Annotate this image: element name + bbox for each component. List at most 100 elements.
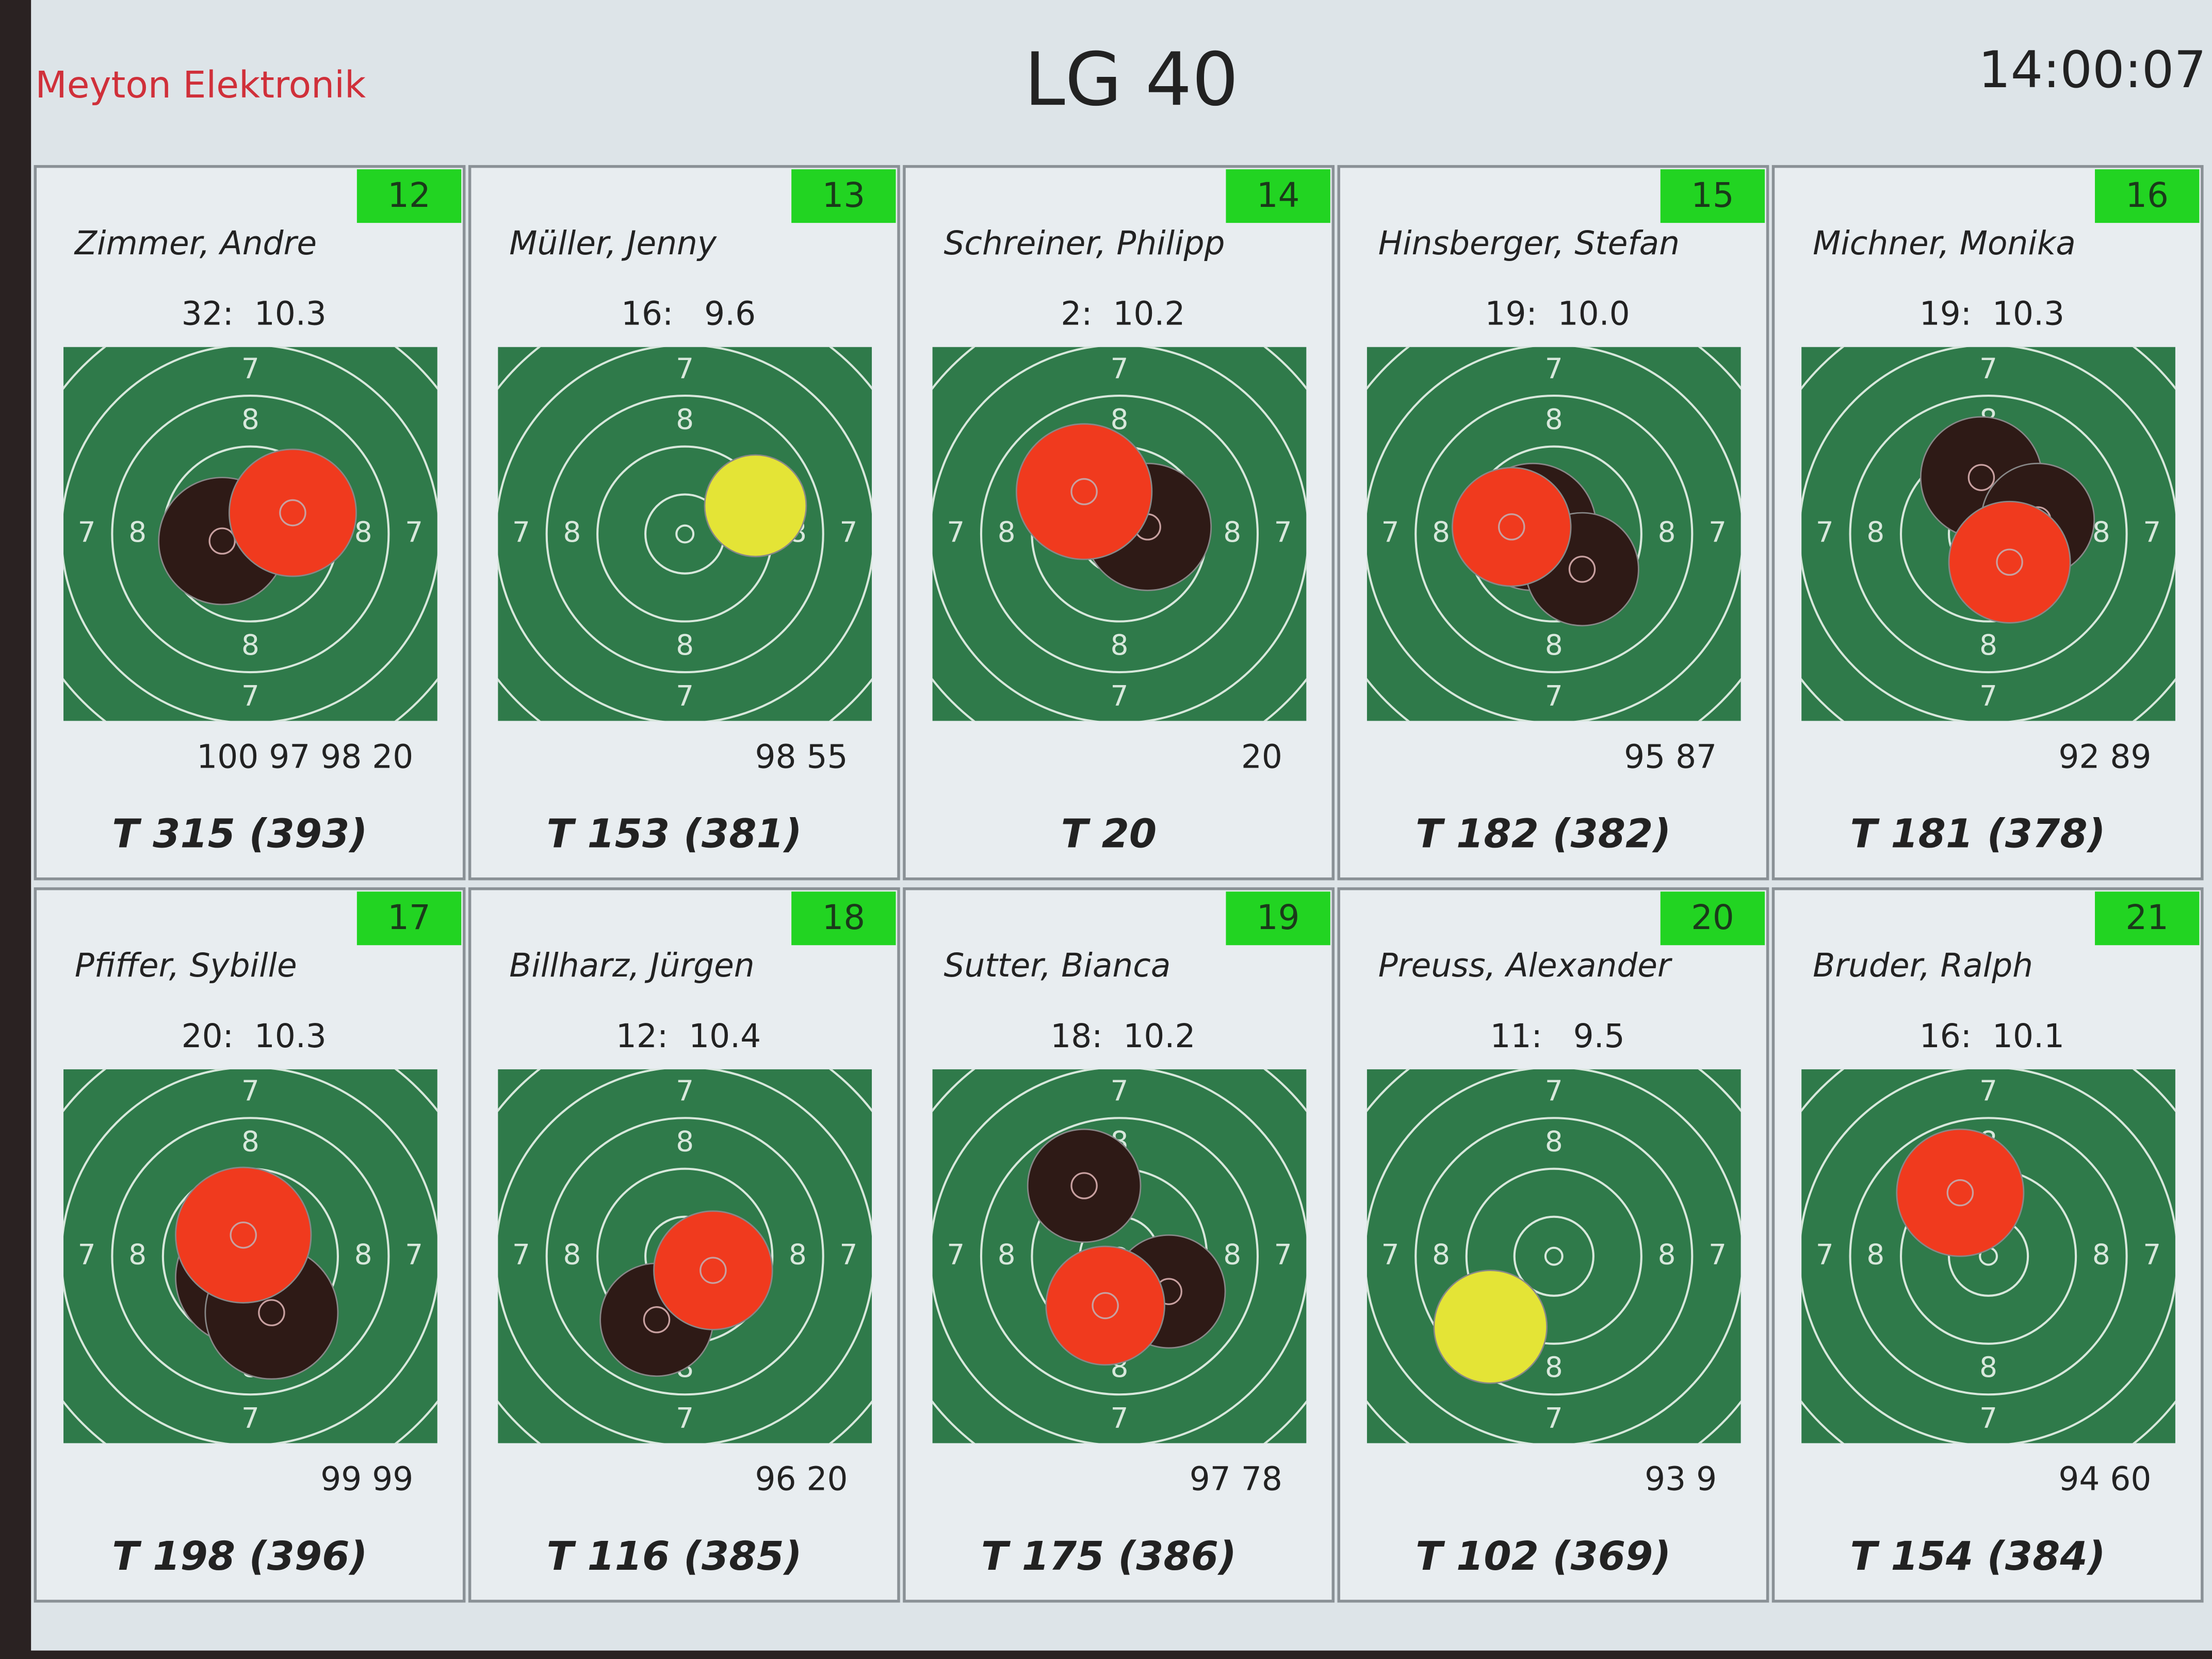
ring-label: 7 bbox=[241, 352, 259, 385]
ring bbox=[111, 395, 390, 674]
shooter-name: Schreiner, Philipp bbox=[944, 224, 1225, 262]
ring bbox=[980, 395, 1259, 674]
lane-badge bbox=[1226, 169, 1330, 223]
ring bbox=[1849, 395, 2128, 674]
series-scores: 20 bbox=[1241, 738, 1282, 775]
lane-badge bbox=[2095, 169, 2200, 223]
ring-label: 8 bbox=[1866, 1238, 1884, 1271]
ring bbox=[111, 1117, 390, 1396]
ring-label: 7 bbox=[405, 515, 423, 548]
ring-label: 7 bbox=[1111, 352, 1129, 385]
total-score: T 198 (396) bbox=[112, 1534, 367, 1580]
last-shot: 32: 10.3 bbox=[182, 295, 327, 333]
shot-center bbox=[1996, 548, 2023, 576]
lane-badge bbox=[1660, 891, 1765, 946]
ring bbox=[675, 524, 695, 544]
ring-label: 8 bbox=[1223, 1238, 1241, 1271]
last-shot: 16: 9.6 bbox=[621, 295, 756, 333]
ring-label: 7 bbox=[1979, 1402, 1997, 1435]
lane-number: 12 bbox=[387, 176, 431, 215]
lane-number: 18 bbox=[822, 898, 866, 937]
ring-label: 7 bbox=[512, 1238, 530, 1271]
lane-number: 19 bbox=[1257, 898, 1300, 937]
shot-center bbox=[1092, 1292, 1119, 1320]
series-scores: 99 99 bbox=[320, 1460, 413, 1498]
ring bbox=[1513, 1215, 1595, 1297]
last-shot: 2: 10.2 bbox=[1061, 295, 1185, 333]
ring-label: 7 bbox=[676, 679, 694, 712]
series-score: 92 bbox=[2058, 738, 2100, 775]
lane-number: 13 bbox=[822, 176, 866, 215]
ring-label: 8 bbox=[789, 1238, 807, 1271]
shot bbox=[704, 454, 807, 558]
ring bbox=[545, 395, 824, 674]
shooter-name: Sutter, Bianca bbox=[944, 947, 1171, 984]
series-scores: 97 78 bbox=[1190, 1460, 1282, 1498]
shot bbox=[1451, 467, 1572, 587]
shot bbox=[1027, 1128, 1142, 1243]
ring-label: 8 bbox=[1111, 628, 1129, 661]
last-shot: 20: 10.3 bbox=[182, 1017, 327, 1055]
ring bbox=[980, 1117, 1259, 1396]
lane-number: 14 bbox=[1257, 176, 1300, 215]
shot-center bbox=[1967, 464, 1995, 491]
target-bg bbox=[1367, 1069, 1741, 1443]
ring-label: 8 bbox=[563, 515, 581, 548]
ring-label: 7 bbox=[1381, 515, 1400, 548]
ring-label: 8 bbox=[354, 1238, 372, 1271]
series-score: 60 bbox=[2110, 1460, 2151, 1498]
series-scores: 95 87 bbox=[1624, 738, 1717, 775]
ring-label: 7 bbox=[1545, 679, 1563, 712]
shooter-name: Pfiffer, Sybille bbox=[75, 947, 297, 984]
ring-label: 7 bbox=[512, 515, 530, 548]
total-score: T 102 (369) bbox=[1416, 1534, 1671, 1580]
lane-badge bbox=[2095, 891, 2200, 946]
last-shot: 16: 10.1 bbox=[1920, 1017, 2064, 1055]
ring-label: 8 bbox=[1545, 402, 1563, 435]
series-score: 94 bbox=[2058, 1460, 2100, 1498]
shot bbox=[653, 1210, 773, 1330]
lane-badge bbox=[1660, 169, 1765, 223]
ring-label: 8 bbox=[1432, 515, 1450, 548]
ring-label: 8 bbox=[2092, 515, 2110, 548]
brand: Meyton Elektronik bbox=[35, 63, 366, 106]
shot-center bbox=[1568, 556, 1596, 583]
ring-label: 7 bbox=[241, 679, 259, 712]
shot bbox=[175, 1166, 312, 1304]
ring-label: 7 bbox=[241, 1074, 259, 1107]
shot-center bbox=[230, 1221, 257, 1249]
shot-center bbox=[279, 499, 306, 527]
last-shot: 11: 9.5 bbox=[1490, 1017, 1625, 1055]
ring-label: 8 bbox=[676, 402, 694, 435]
ring-label: 7 bbox=[840, 1238, 858, 1271]
series-scores: 100 97 98 20 bbox=[197, 738, 413, 775]
ring-label: 8 bbox=[998, 515, 1016, 548]
series-scores: 92 89 bbox=[2058, 738, 2151, 775]
ring-label: 8 bbox=[1545, 1125, 1563, 1158]
series-score: 20 bbox=[372, 738, 413, 775]
title: LG 40 bbox=[1024, 37, 1239, 122]
shot-center bbox=[643, 1306, 671, 1333]
ring-label: 7 bbox=[1979, 679, 1997, 712]
ring-label: 8 bbox=[241, 402, 259, 435]
ring-label: 8 bbox=[241, 1125, 259, 1158]
shot bbox=[1433, 1270, 1548, 1384]
target-bg bbox=[1801, 1069, 2175, 1443]
total-score: T 315 (393) bbox=[112, 811, 367, 857]
shot bbox=[229, 448, 357, 577]
ring-label: 8 bbox=[676, 1125, 694, 1158]
lane-badge bbox=[356, 891, 462, 946]
ring-label: 8 bbox=[354, 515, 372, 548]
series-scores: 96 20 bbox=[755, 1460, 848, 1498]
